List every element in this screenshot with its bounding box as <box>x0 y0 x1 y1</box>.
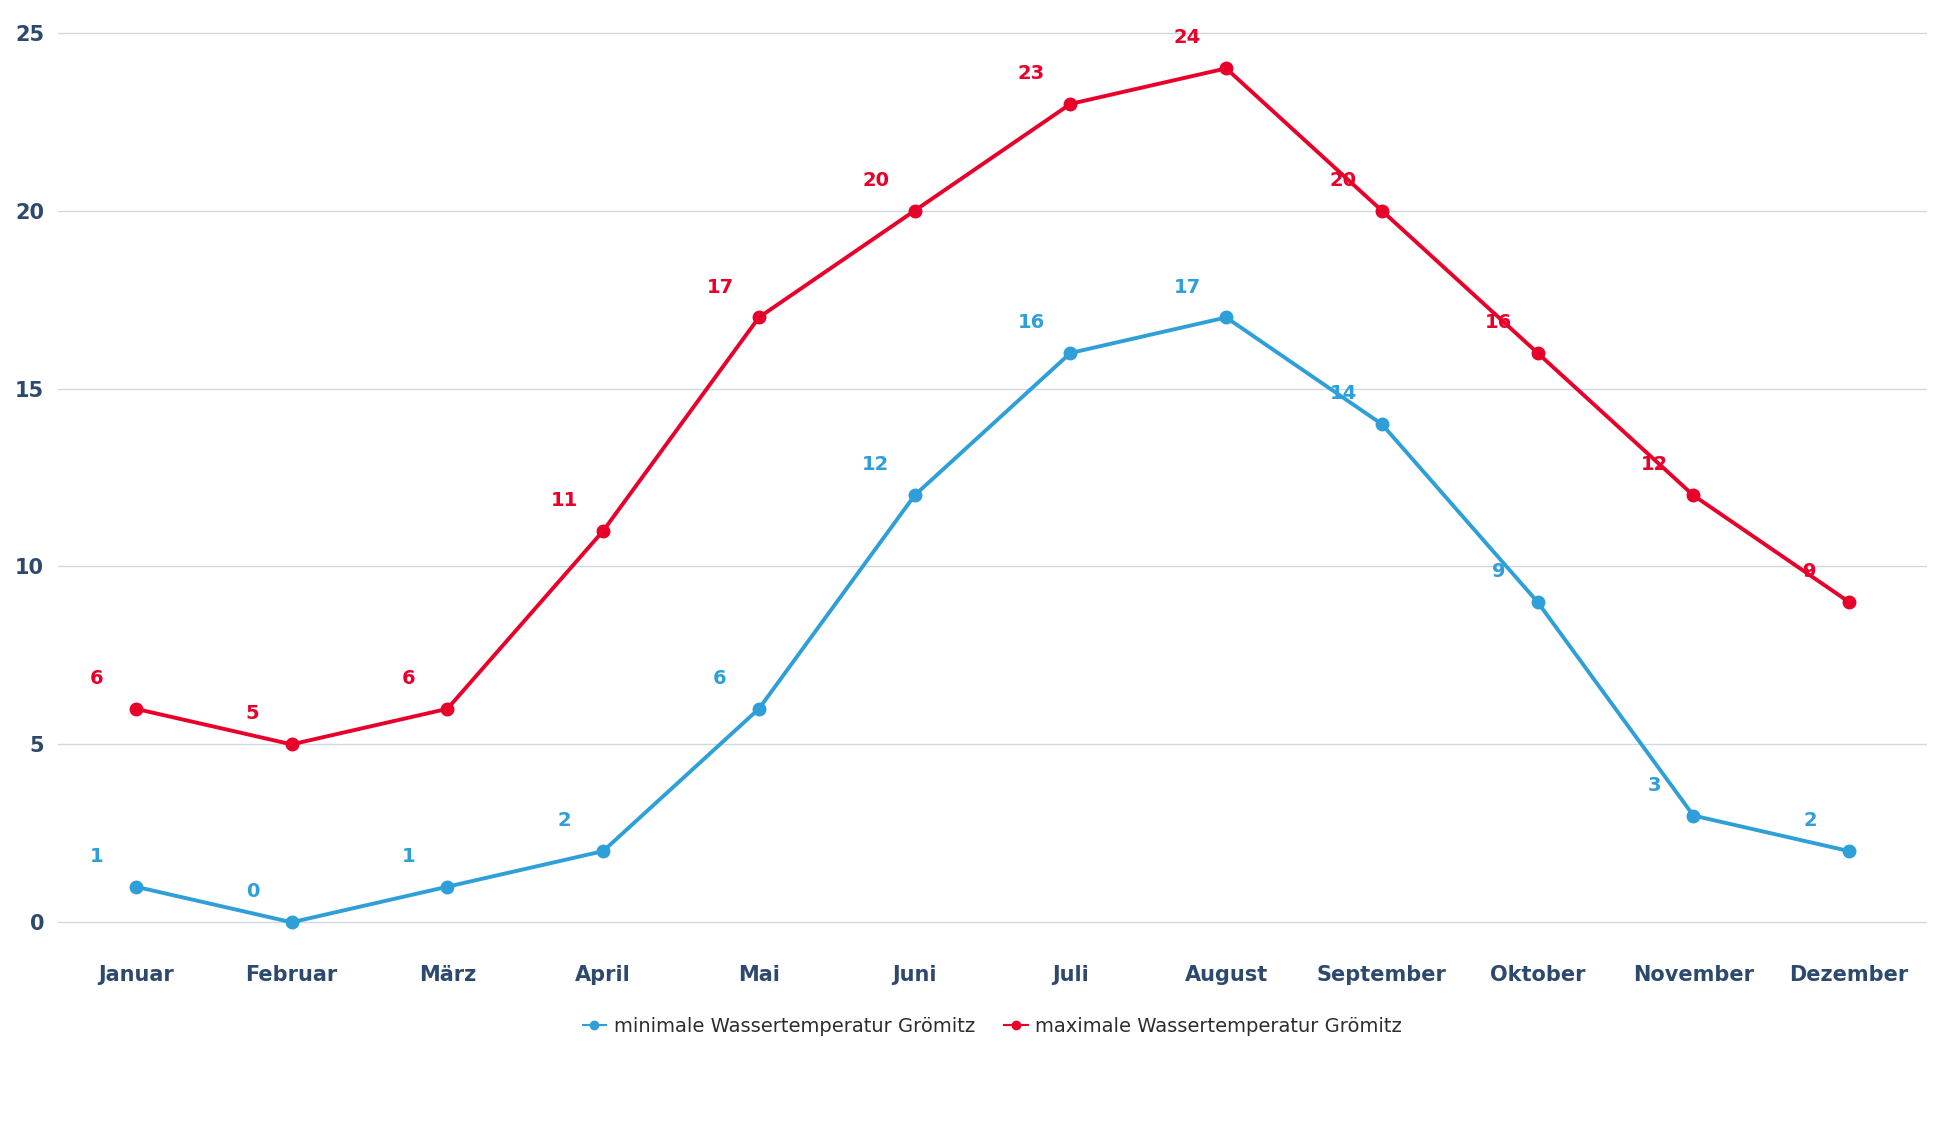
Text: 14: 14 <box>1330 385 1357 404</box>
Text: 11: 11 <box>552 491 579 510</box>
Text: 1: 1 <box>402 847 416 866</box>
Legend: minimale Wassertemperatur Grömitz, maximale Wassertemperatur Grömitz: minimale Wassertemperatur Grömitz, maxim… <box>575 1009 1410 1044</box>
maximale Wassertemperatur Grömitz <box>1058 97 1082 111</box>
Text: 12: 12 <box>1641 456 1668 474</box>
Text: 20: 20 <box>1330 171 1356 190</box>
Text: 16: 16 <box>1018 313 1045 333</box>
minimale Wassertemperatur Grömitz <box>1837 845 1860 858</box>
Text: 6: 6 <box>402 668 416 688</box>
maximale Wassertemperatur Grömitz <box>903 204 926 217</box>
Text: 23: 23 <box>1018 64 1045 83</box>
maximale Wassertemperatur Grömitz <box>1837 595 1860 608</box>
maximale Wassertemperatur Grömitz <box>748 311 771 325</box>
Text: 3: 3 <box>1647 776 1660 795</box>
Text: 2: 2 <box>557 811 571 830</box>
maximale Wassertemperatur Grömitz <box>1526 346 1550 360</box>
minimale Wassertemperatur Grömitz <box>124 880 148 893</box>
minimale Wassertemperatur Grömitz <box>748 702 771 716</box>
maximale Wassertemperatur Grömitz <box>124 702 148 716</box>
Text: 24: 24 <box>1173 28 1200 48</box>
Line: maximale Wassertemperatur Grömitz: maximale Wassertemperatur Grömitz <box>130 62 1855 751</box>
minimale Wassertemperatur Grömitz <box>903 489 926 502</box>
minimale Wassertemperatur Grömitz <box>280 915 303 929</box>
minimale Wassertemperatur Grömitz <box>1214 311 1237 325</box>
Text: 17: 17 <box>707 277 734 296</box>
minimale Wassertemperatur Grömitz <box>1058 346 1082 360</box>
Text: 6: 6 <box>713 668 726 688</box>
maximale Wassertemperatur Grömitz <box>592 524 616 537</box>
Text: 16: 16 <box>1486 313 1513 333</box>
maximale Wassertemperatur Grömitz <box>1682 489 1705 502</box>
Text: 0: 0 <box>247 882 260 901</box>
Text: 12: 12 <box>862 456 889 474</box>
Text: 9: 9 <box>1491 562 1505 581</box>
maximale Wassertemperatur Grömitz <box>1214 61 1237 75</box>
Text: 9: 9 <box>1804 562 1818 581</box>
minimale Wassertemperatur Grömitz <box>592 845 616 858</box>
Text: 20: 20 <box>862 171 889 190</box>
minimale Wassertemperatur Grömitz <box>435 880 458 893</box>
minimale Wassertemperatur Grömitz <box>1526 595 1550 608</box>
minimale Wassertemperatur Grömitz <box>1682 809 1705 822</box>
maximale Wassertemperatur Grömitz <box>280 737 303 751</box>
Line: minimale Wassertemperatur Grömitz: minimale Wassertemperatur Grömitz <box>130 311 1855 929</box>
minimale Wassertemperatur Grömitz <box>1371 417 1394 431</box>
maximale Wassertemperatur Grömitz <box>435 702 458 716</box>
Text: 6: 6 <box>89 668 103 688</box>
maximale Wassertemperatur Grömitz <box>1371 204 1394 217</box>
Text: 5: 5 <box>247 705 260 724</box>
Text: 2: 2 <box>1804 811 1818 830</box>
Text: 1: 1 <box>89 847 103 866</box>
Text: 17: 17 <box>1173 277 1200 296</box>
